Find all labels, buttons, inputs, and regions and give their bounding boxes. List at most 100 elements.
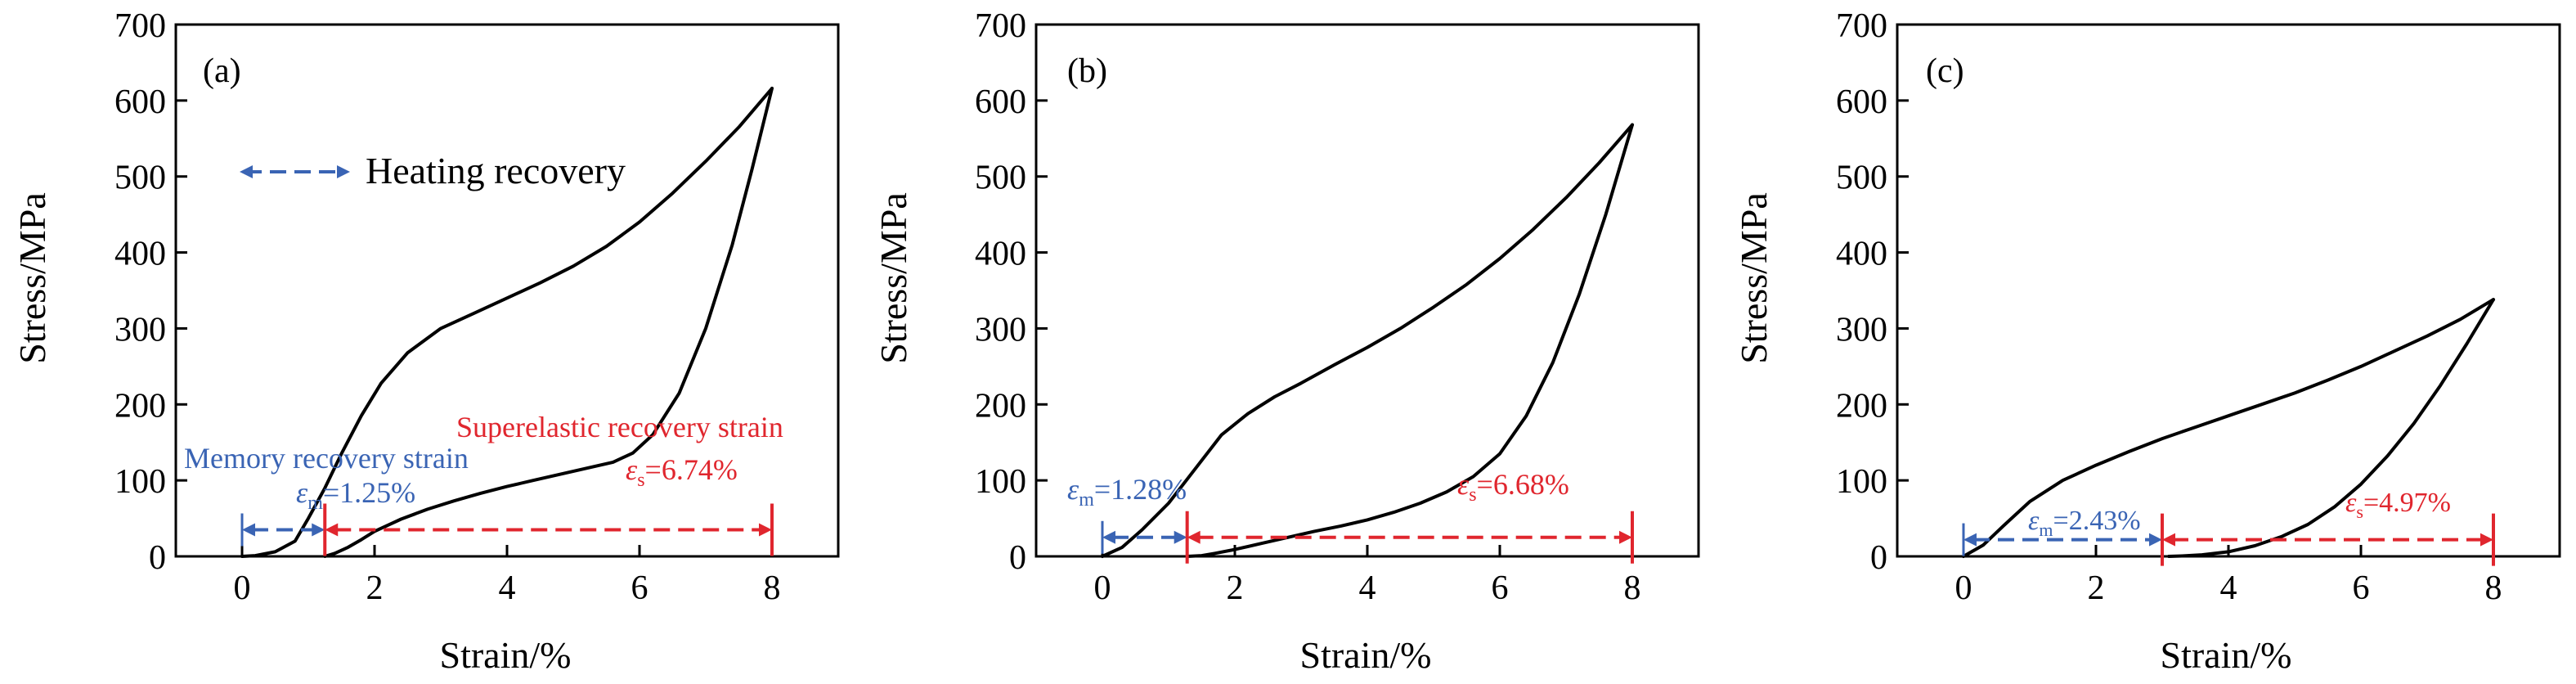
x-tick-label: 4: [499, 569, 516, 607]
superelastic-arrow-c: [2161, 513, 2495, 566]
y-tick-label: 500: [1836, 160, 1887, 197]
series-group-b: [1101, 123, 1634, 558]
superelastic-arrow-c-head-right: [2480, 533, 2493, 547]
superelastic-arrow-a-head-right: [759, 523, 772, 537]
unloading-curve-b: [1185, 123, 1634, 558]
legend-arrow-head-right: [337, 165, 350, 178]
loading-curve-b: [1101, 123, 1634, 558]
legend-arrow-head-left: [240, 165, 253, 178]
x-tick-label: 0: [1955, 569, 1972, 607]
y-axis-title-a: Stress/MPa: [11, 192, 53, 364]
y-tick-label: 100: [1836, 463, 1887, 501]
superelastic-arrow-b-head-right: [1619, 530, 1632, 544]
em-sub-c: m: [2039, 520, 2053, 540]
x-axis-title-b: Strain/%: [1300, 634, 1432, 676]
tick-labels-c: 0 100 200 300 400 500 600 700 0 2 4 6 8: [1836, 7, 2502, 607]
es-label-c: εs=4.97%: [2345, 488, 2451, 522]
es-value-a: =6.74%: [645, 453, 738, 486]
y-tick-label: 400: [114, 236, 166, 273]
em-value-b: =1.28%: [1094, 473, 1187, 506]
y-tick-label: 200: [1836, 387, 1887, 425]
x-axis-title-a: Strain/%: [440, 634, 572, 676]
y-tick-label: 400: [1836, 236, 1887, 273]
memory-arrow-c-head-left: [1963, 533, 1977, 547]
x-tick-label: 2: [2088, 569, 2105, 607]
em-label-a: εm=1.25%: [296, 476, 415, 514]
em-symbol-b: ε: [1067, 473, 1079, 506]
x-tick-label: 4: [2220, 569, 2237, 607]
y-tick-label: 600: [114, 83, 166, 121]
tick-labels-a: 0 100 200 300 400 500 600 700 0 2 4 6 8: [114, 7, 781, 607]
x-tick-label: 4: [1359, 569, 1376, 607]
em-symbol-a: ε: [296, 476, 308, 509]
superelastic-arrow-a: [323, 503, 774, 556]
es-symbol-b: ε: [1457, 468, 1470, 501]
memory-arrow-c: [1962, 523, 2162, 556]
y-tick-label: 700: [1836, 7, 1887, 45]
memory-arrow-c-head-right: [2149, 533, 2162, 547]
es-value-b: =6.68%: [1477, 468, 1569, 501]
es-sub-a: s: [637, 470, 644, 491]
y-tick-label: 300: [114, 311, 166, 349]
series-group-a: [240, 87, 774, 558]
legend-heating-recovery: Heating recovery: [366, 150, 626, 191]
loading-curve-a: [240, 87, 774, 558]
y-tick-label: 200: [975, 387, 1026, 425]
memory-arrow-b-head-right: [1174, 530, 1187, 544]
y-tick-label: 0: [149, 539, 166, 577]
y-tick-label: 200: [114, 387, 166, 425]
memory-arrow-b: [1101, 520, 1187, 554]
y-tick-label: 700: [975, 7, 1026, 45]
superelastic-arrow-c-head-left: [2162, 533, 2175, 547]
tick-labels-b: 0 100 200 300 400 500 600 700 0 2 4 6 8: [975, 7, 1641, 607]
y-tick-label: 400: [975, 236, 1026, 273]
y-tick-label: 0: [1009, 539, 1026, 577]
panel-label-c: (c): [1926, 52, 1964, 90]
plot-frame-a: [174, 23, 840, 558]
loading-curve-c: [1962, 298, 2495, 558]
unloading-curve-c: [2167, 298, 2495, 558]
y-tick-label: 500: [975, 160, 1026, 197]
y-tick-label: 300: [1836, 311, 1887, 349]
y-axis-title-b: Stress/MPa: [873, 192, 914, 364]
panel-c: Stress/MPa Strain/% 0 100 200 300 400 500 600 7…: [1733, 7, 2561, 676]
y-tick-label: 500: [114, 160, 166, 197]
x-tick-label: 2: [366, 569, 384, 607]
panel-b: Stress/MPa Strain/% 0 100 200 300 400 500 600 7…: [873, 7, 1700, 676]
es-sub-c: s: [2356, 502, 2363, 522]
y-tick-label: 0: [1870, 539, 1887, 577]
y-tick-label: 100: [114, 463, 166, 501]
em-sub-a: m: [307, 493, 323, 514]
es-symbol-c: ε: [2345, 488, 2357, 518]
x-tick-label: 6: [1492, 569, 1509, 607]
em-value-c: =2.43%: [2053, 506, 2141, 536]
y-tick-label: 700: [114, 7, 166, 45]
memory-arrow-a: [240, 513, 325, 547]
unloading-curve-a: [323, 87, 774, 558]
ticks-c: [1897, 23, 2495, 558]
es-label-a: εs=6.74%: [626, 453, 738, 491]
superelastic-arrow-b-head-left: [1187, 530, 1200, 544]
superelastic-recovery-label-a: Superelastic recovery strain: [456, 411, 783, 443]
em-sub-b: m: [1079, 489, 1094, 511]
superelastic-arrow-a-head-left: [325, 523, 339, 537]
x-tick-label: 0: [234, 569, 251, 607]
memory-arrow-a-head-left: [242, 523, 255, 537]
y-axis-title-c: Stress/MPa: [1733, 192, 1775, 364]
superelastic-arrow-b: [1185, 511, 1634, 564]
em-label-c: εm=2.43%: [2028, 506, 2141, 540]
es-value-c: =4.97%: [2363, 488, 2451, 518]
panel-label-b: (b): [1067, 52, 1107, 90]
es-label-b: εs=6.68%: [1457, 468, 1569, 506]
x-axis-title-c: Strain/%: [2161, 634, 2292, 676]
es-symbol-a: ε: [626, 453, 638, 486]
x-tick-label: 6: [2353, 569, 2370, 607]
x-tick-label: 6: [631, 569, 648, 607]
x-tick-label: 2: [1227, 569, 1244, 607]
y-tick-label: 300: [975, 311, 1026, 349]
em-symbol-c: ε: [2028, 506, 2040, 536]
y-tick-label: 100: [975, 463, 1026, 501]
em-value-a: =1.25%: [323, 476, 415, 509]
panel-a: Stress/MPa Strain/% 0 100 200 300 400 500 600 7…: [11, 7, 840, 676]
